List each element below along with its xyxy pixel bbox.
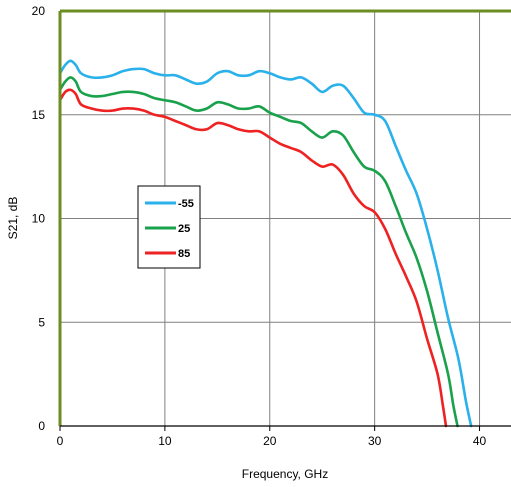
- legend-label-25: 25: [178, 223, 190, 235]
- x-tick-label: 40: [473, 434, 487, 448]
- tick-labels: 0 10 20 30 40 0 5 10 15 20: [32, 4, 487, 448]
- axes: [58, 9, 511, 431]
- series-lines: [58, 59, 473, 428]
- x-tick-label: 20: [263, 434, 277, 448]
- x-tick-label: 30: [368, 434, 382, 448]
- series-line-25: [58, 76, 459, 428]
- series-line-55: [58, 59, 473, 428]
- legend-label-85: 85: [178, 248, 190, 260]
- legend-label-55: -55: [178, 198, 194, 210]
- x-tick-label: 10: [158, 434, 172, 448]
- y-tick-label: 20: [32, 4, 46, 18]
- y-tick-label: 0: [38, 419, 45, 433]
- x-axis-title: Frequency, GHz: [242, 467, 328, 481]
- grid-lines: [60, 11, 511, 426]
- y-axis-title: S21, dB: [6, 197, 20, 240]
- legend: -55 25 85: [137, 185, 201, 269]
- x-tick-label: 0: [57, 434, 64, 448]
- y-tick-label: 10: [32, 212, 46, 226]
- y-tick-label: 15: [32, 108, 46, 122]
- series-line-85: [58, 88, 448, 428]
- y-tick-label: 5: [38, 315, 45, 329]
